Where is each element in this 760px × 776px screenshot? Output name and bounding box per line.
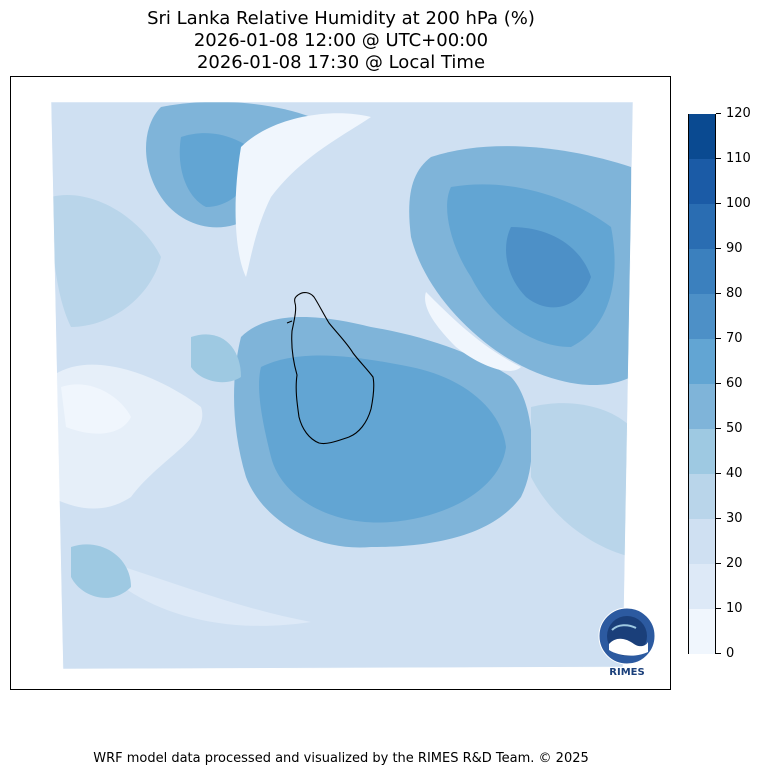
colorbar-tick-label: 40 bbox=[726, 466, 743, 481]
colorbar-tick-mark bbox=[716, 158, 721, 159]
colorbar-segment bbox=[689, 339, 715, 384]
colorbar-segment bbox=[689, 384, 715, 429]
humidity-map bbox=[50, 101, 634, 670]
colorbar-tick-label: 30 bbox=[726, 511, 743, 526]
map-panel bbox=[10, 76, 671, 690]
colorbar-tick-mark bbox=[716, 338, 721, 339]
colorbar-tick-label: 100 bbox=[726, 196, 751, 211]
rimes-logo-text: RIMES bbox=[609, 667, 644, 678]
colorbar bbox=[688, 114, 716, 654]
credit-footer: WRF model data processed and visualized … bbox=[93, 751, 589, 766]
colorbar-tick-mark bbox=[716, 608, 721, 609]
colorbar-segment bbox=[689, 204, 715, 249]
colorbar-tick-label: 20 bbox=[726, 556, 743, 571]
utc-time: 2026-01-08 12:00 @ UTC+00:00 bbox=[193, 30, 489, 51]
colorbar-tick-mark bbox=[716, 293, 721, 294]
colorbar-tick-label: 80 bbox=[726, 286, 743, 301]
colorbar-tick-mark bbox=[716, 203, 721, 204]
colorbar-tick-label: 60 bbox=[726, 376, 743, 391]
rimes-logo: RIMES bbox=[596, 606, 658, 678]
colorbar-tick-label: 90 bbox=[726, 241, 743, 256]
map-title: Sri Lanka Relative Humidity at 200 hPa (… bbox=[147, 8, 535, 29]
colorbar-tick-mark bbox=[716, 653, 721, 654]
colorbar-tick-label: 70 bbox=[726, 331, 743, 346]
colorbar-tick-mark bbox=[716, 518, 721, 519]
colorbar-tick-label: 10 bbox=[726, 601, 743, 616]
colorbar-segment bbox=[689, 159, 715, 204]
colorbar-segment bbox=[689, 474, 715, 519]
colorbar-tick-mark bbox=[716, 473, 721, 474]
local-time: 2026-01-08 17:30 @ Local Time bbox=[196, 52, 486, 73]
colorbar-tick-label: 110 bbox=[726, 151, 751, 166]
colorbar-tick-label: 0 bbox=[726, 646, 735, 661]
colorbar-segment bbox=[689, 564, 715, 609]
colorbar-segment bbox=[689, 114, 715, 159]
colorbar-segment bbox=[689, 294, 715, 339]
colorbar-tick-mark bbox=[716, 428, 721, 429]
colorbar-tick-label: 50 bbox=[726, 421, 743, 436]
sri-lanka-outline bbox=[291, 292, 375, 445]
colorbar-segment bbox=[689, 249, 715, 294]
colorbar-segment bbox=[689, 519, 715, 564]
colorbar-tick-mark bbox=[716, 563, 721, 564]
colorbar-tick-mark bbox=[716, 248, 721, 249]
colorbar-tick-label: 120 bbox=[726, 106, 751, 121]
colorbar-tick-mark bbox=[716, 383, 721, 384]
colorbar-tick-mark bbox=[716, 113, 721, 114]
colorbar-segment bbox=[689, 609, 715, 654]
colorbar-segment bbox=[689, 429, 715, 474]
